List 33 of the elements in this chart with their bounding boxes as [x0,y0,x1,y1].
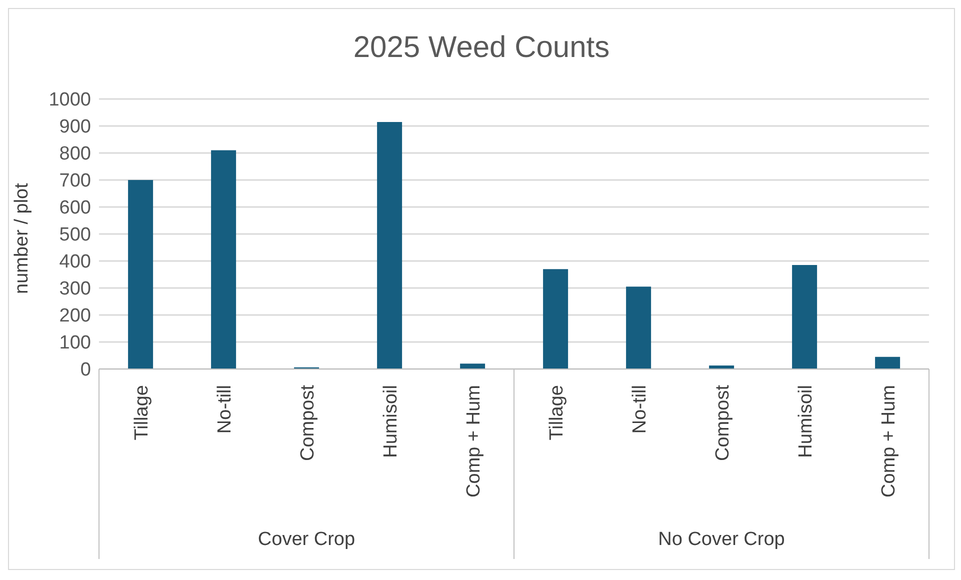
x-tick-label: Humisoil [380,385,402,458]
y-tick-label: 900 [59,116,91,138]
bar [377,122,402,369]
bar [128,180,154,369]
y-tick-label: 600 [59,198,91,219]
y-tick-label: 500 [59,224,91,246]
text: No Cover Crop [658,529,785,550]
x-tick-label: Tillage [132,385,152,440]
bar [875,356,900,369]
bar [626,286,652,369]
chart-title: 2025 Weed Counts [352,31,611,65]
y-tick-label: 400 [59,252,91,273]
bar [543,269,568,369]
y-axis-title: number / plot [12,182,33,294]
bar [792,265,818,369]
x-tick-label: No-till [214,385,236,434]
x-tick-label: Comp + Hum [878,385,900,498]
bar [460,364,486,369]
x-tick-label: Tillage [546,385,568,440]
y-tick-label: 700 [59,170,91,192]
y-tick-label: 0 [80,360,91,381]
x-tick-label: No-till [630,385,650,434]
y-tick-label: 800 [59,144,91,165]
x-tick-label: Humisoil [796,385,816,458]
y-tick-label: 100 [59,332,91,354]
y-tick-label: 1000 [48,90,91,111]
y-tick-label: 300 [59,278,91,300]
x-tick-label: Compost [712,384,734,462]
bar [211,150,236,369]
text: Cover Crop [258,529,356,550]
x-tick-label: Compost [298,384,318,462]
y-tick-label: 200 [59,306,91,327]
x-tick-label: Comp + Hum [464,385,484,498]
